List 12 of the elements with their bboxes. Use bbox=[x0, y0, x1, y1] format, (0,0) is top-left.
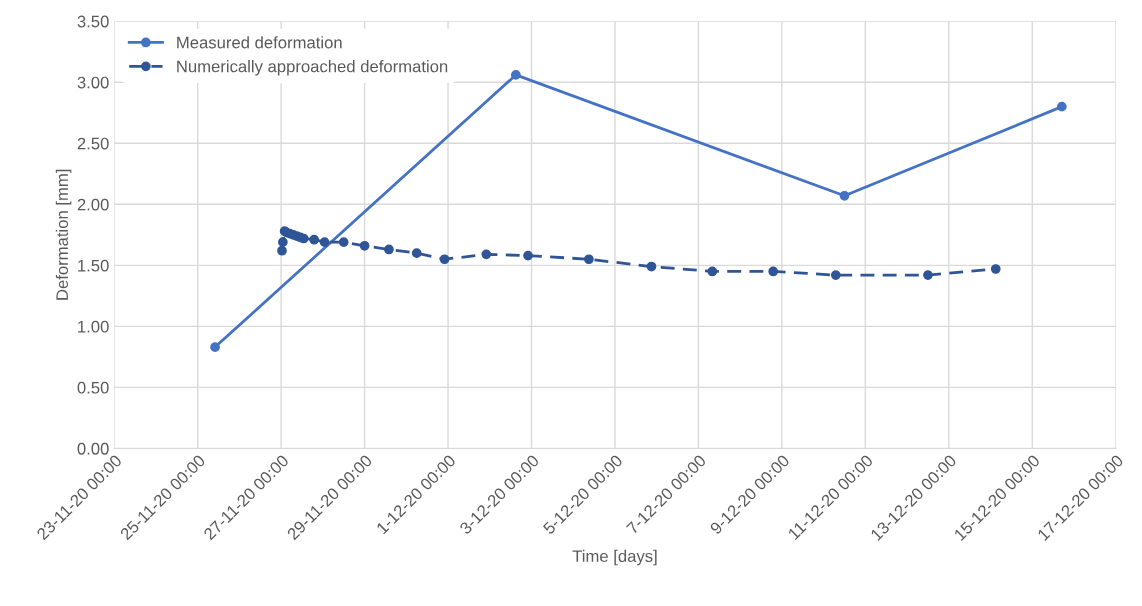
legend-label: Measured deformation bbox=[177, 36, 342, 49]
y-tick-label: 1.00 bbox=[78, 320, 109, 333]
legend-label: Numerically approached deformation bbox=[177, 60, 448, 76]
y-tick-label: 0.00 bbox=[77, 442, 109, 455]
y-axis-title: Deformation [mm] bbox=[55, 169, 72, 300]
y-tick-label: 1.50 bbox=[78, 259, 109, 272]
y-tick-label: 0.50 bbox=[77, 381, 109, 394]
y-tick-label: 3.00 bbox=[77, 76, 109, 89]
y-tick-label: 2.50 bbox=[77, 137, 109, 150]
y-tick-label: 3.50 bbox=[77, 15, 109, 28]
y-tick-label: 2.00 bbox=[77, 198, 109, 211]
x-axis-title: Time [days] bbox=[572, 549, 657, 566]
